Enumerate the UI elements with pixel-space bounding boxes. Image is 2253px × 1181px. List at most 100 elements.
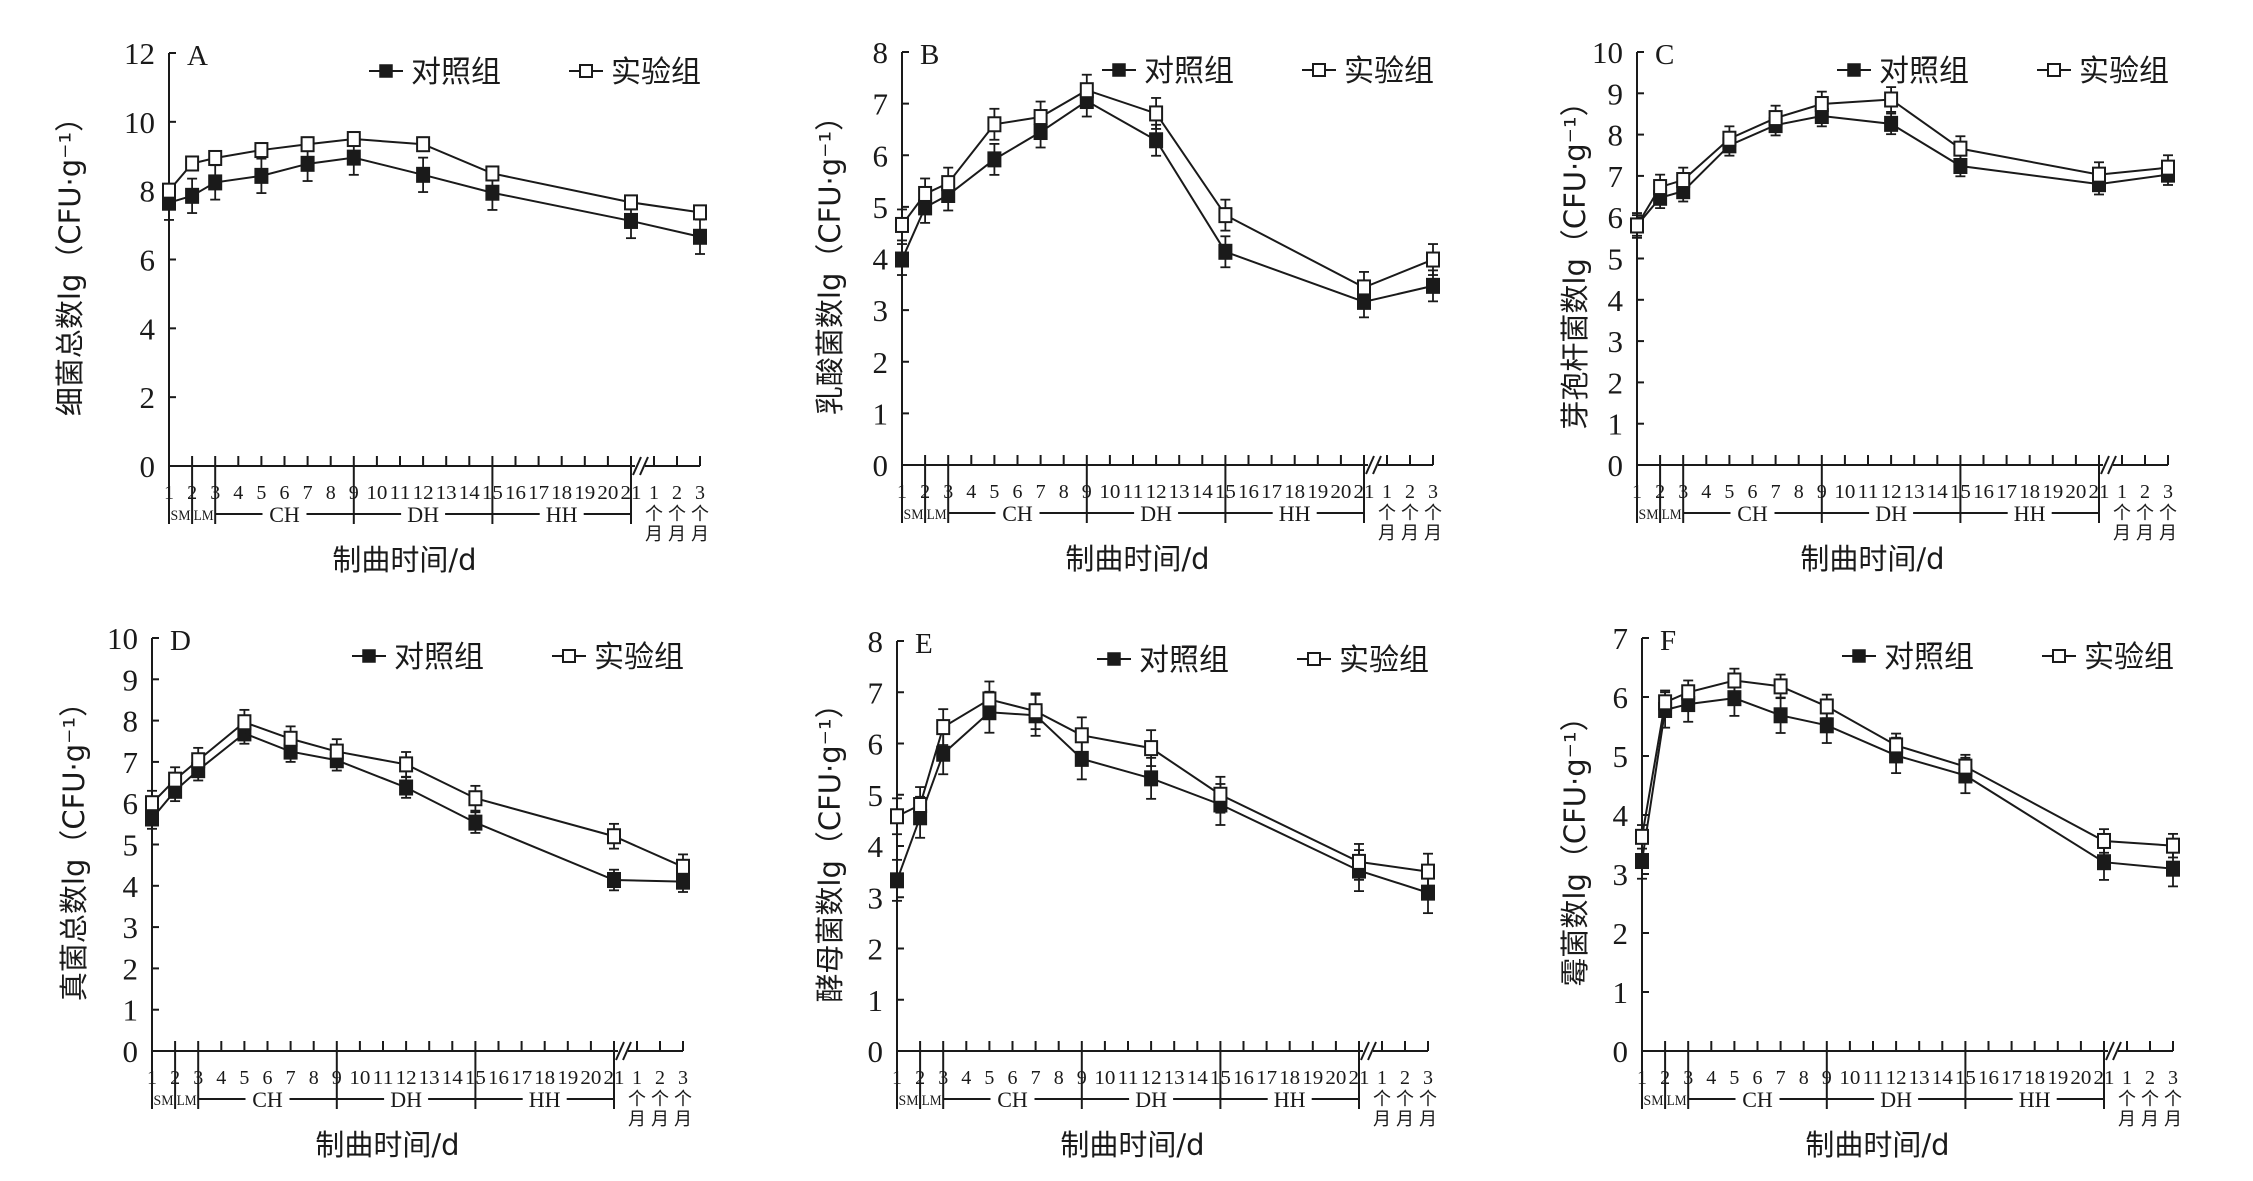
x-tick-label: 7 xyxy=(1031,1067,1041,1089)
y-tick-label: 6 xyxy=(873,138,889,173)
y-tick-label: 6 xyxy=(1608,200,1624,235)
x-tick-label: 10 xyxy=(1099,481,1120,503)
y-tick-label: 8 xyxy=(868,624,884,659)
y-tick-label: 8 xyxy=(123,704,139,739)
x-month-unit: 月 xyxy=(668,524,686,545)
panel-E: 012345678E酵母菌数lg（CFU·g⁻¹）123456789101112… xyxy=(813,624,1437,1162)
data-point-experiment xyxy=(1630,217,1644,234)
phase-label: LM xyxy=(1667,1093,1687,1109)
x-month-label: 1 xyxy=(2117,481,2127,503)
phase-label: CH xyxy=(1002,501,1033,526)
legend: 对照组 实验组 xyxy=(1837,54,2169,89)
y-tick-label: 1 xyxy=(1608,407,1624,442)
y-tick-label: 3 xyxy=(868,880,884,915)
y-tick-label: 10 xyxy=(107,621,138,656)
x-tick-label: 14 xyxy=(1187,1067,1208,1089)
x-month-unit: 月 xyxy=(2164,1109,2182,1130)
panel-F: 01234567F霉菌数lg（CFU·g⁻¹）12345678910111213… xyxy=(1558,621,2182,1162)
y-tick-label: 5 xyxy=(868,778,884,813)
x-month-unit: 月 xyxy=(2136,523,2154,544)
data-point-experiment xyxy=(208,149,223,166)
x-tick-label: 8 xyxy=(1799,1067,1809,1089)
y-tick-label: 6 xyxy=(140,243,156,278)
axis-break-mark xyxy=(1365,455,1375,475)
x-axis-title: 制曲时间/d xyxy=(1065,542,1209,576)
data-point-experiment xyxy=(1653,179,1668,196)
data-point-experiment xyxy=(168,771,183,788)
x-tick-label: 14 xyxy=(442,1067,463,1089)
data-point-control xyxy=(254,167,269,184)
data-point-experiment xyxy=(607,828,621,845)
legend-label-experiment: 实验组 xyxy=(2079,54,2169,89)
x-tick-label: 10 xyxy=(1839,1067,1860,1089)
phase-label: DH xyxy=(1875,501,1907,526)
x-tick-label: 20 xyxy=(1325,1067,1346,1089)
series-experiment xyxy=(895,73,1440,304)
x-month-unit: 月 xyxy=(1378,523,1396,544)
x-tick-label: 17 xyxy=(1256,1067,1277,1089)
data-point-control xyxy=(1773,707,1788,724)
y-axis-title: 霉菌数lg（CFU·g⁻¹） xyxy=(1558,702,1592,986)
phase-label: LM xyxy=(177,1093,197,1109)
y-tick-label: 7 xyxy=(1608,159,1624,194)
y-tick-label: 4 xyxy=(1608,283,1624,318)
x-month-unit: 个 xyxy=(691,504,709,525)
line-control xyxy=(896,711,1429,894)
x-axis-title: 制曲时间/d xyxy=(315,1128,459,1162)
x-tick-label: 4 xyxy=(966,481,976,503)
x-tick-label: 17 xyxy=(511,1067,532,1089)
line-control xyxy=(1641,697,2174,870)
x-tick-label: 16 xyxy=(1238,481,1259,503)
x-month-label: 3 xyxy=(1423,1067,1433,1089)
x-tick-label: 19 xyxy=(574,482,595,504)
data-point-experiment xyxy=(254,142,269,159)
x-month-unit: 个 xyxy=(668,504,686,525)
axis-break-mark xyxy=(2100,455,2110,475)
y-tick-label: 0 xyxy=(123,1034,139,1069)
x-month-unit: 个 xyxy=(1378,503,1396,524)
data-point-experiment xyxy=(676,858,690,875)
series-control xyxy=(145,722,690,893)
data-point-experiment xyxy=(913,797,928,813)
x-axis-title: 制曲时间/d xyxy=(1060,1128,1204,1162)
y-tick-label: 4 xyxy=(140,311,156,346)
data-point-experiment xyxy=(1074,727,1089,744)
data-point-experiment xyxy=(1953,140,1968,157)
data-point-experiment xyxy=(1958,758,1973,775)
line-experiment xyxy=(1641,679,2174,847)
data-point-control xyxy=(300,155,315,172)
data-point-experiment xyxy=(1884,91,1899,108)
y-tick-label: 8 xyxy=(873,35,889,70)
x-tick-label: 7 xyxy=(286,1067,296,1089)
y-tick-label: 4 xyxy=(873,242,889,277)
data-point-control xyxy=(895,251,909,268)
series-control xyxy=(1635,679,2180,888)
panel-letter: F xyxy=(1660,625,1676,657)
x-month-label: 1 xyxy=(632,1067,642,1089)
legend-marker-open-square-icon xyxy=(1307,652,1321,666)
legend-marker-filled-square-icon xyxy=(1112,63,1126,77)
legend-marker-open-square-icon xyxy=(2047,63,2061,77)
panel-letter: C xyxy=(1655,39,1674,71)
x-tick-label: 13 xyxy=(1909,1067,1930,1089)
x-tick-label: 20 xyxy=(580,1067,601,1089)
data-point-experiment xyxy=(283,730,298,747)
x-tick-label: 5 xyxy=(256,482,266,504)
series-control xyxy=(890,690,1435,915)
data-point-experiment xyxy=(346,131,361,148)
y-tick-label: 3 xyxy=(1613,857,1629,892)
data-point-experiment xyxy=(1658,694,1673,711)
legend-label-control: 对照组 xyxy=(394,640,484,675)
x-month-unit: 月 xyxy=(691,524,709,545)
data-point-control xyxy=(399,779,414,796)
x-tick-label: 10 xyxy=(1834,481,1855,503)
phase-label: LM xyxy=(194,508,214,524)
legend-label-experiment: 实验组 xyxy=(1344,54,1434,89)
legend-label-experiment: 实验组 xyxy=(1339,643,1429,678)
data-point-control xyxy=(890,872,904,889)
y-tick-label: 7 xyxy=(868,675,884,710)
data-point-experiment xyxy=(2092,166,2106,183)
y-tick-label: 2 xyxy=(1613,916,1629,951)
data-point-experiment xyxy=(329,743,344,760)
